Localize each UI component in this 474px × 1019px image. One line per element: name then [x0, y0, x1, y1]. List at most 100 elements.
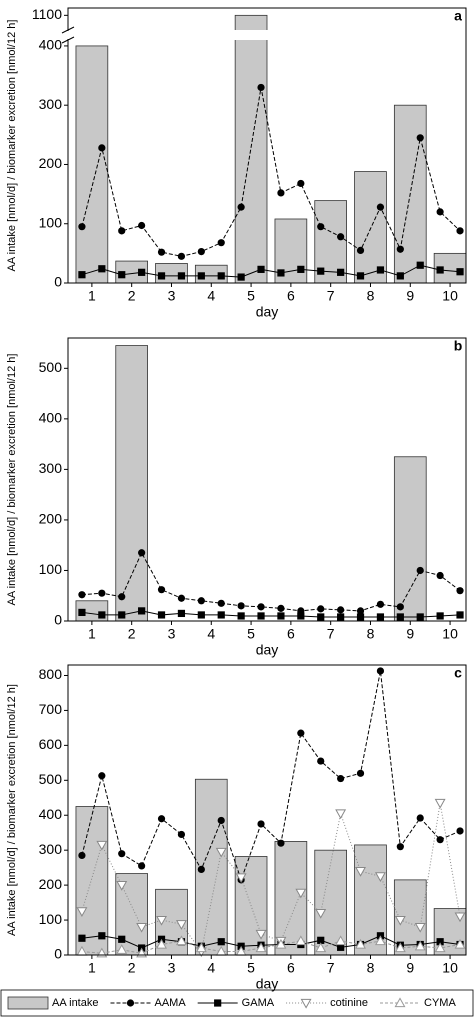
y-tick-label: 400: [39, 806, 63, 822]
x-tick-label: 7: [327, 626, 335, 642]
bar: [393, 456, 427, 622]
point: [356, 246, 365, 255]
x-tick-label: 8: [367, 626, 375, 642]
point: [416, 261, 424, 269]
point: [396, 272, 404, 280]
x-tick-label: 10: [442, 960, 458, 976]
point: [277, 839, 285, 847]
point: [436, 612, 444, 620]
point: [138, 221, 146, 230]
point: [175, 920, 187, 930]
point: [197, 247, 205, 256]
point: [217, 816, 225, 825]
y-tick-label: 300: [39, 841, 63, 857]
point: [255, 942, 267, 953]
point: [315, 942, 327, 953]
point: [177, 272, 186, 280]
bar: [115, 345, 149, 622]
point: [456, 827, 464, 835]
point: [78, 608, 86, 617]
point: [434, 942, 446, 953]
point: [297, 729, 305, 737]
x-tick-label: 4: [207, 626, 215, 642]
x-tick-label: 4: [207, 960, 215, 976]
point: [217, 599, 225, 607]
point: [355, 938, 366, 949]
point: [317, 757, 325, 765]
point: [416, 134, 424, 142]
point: [177, 252, 186, 260]
x-axis-label: day: [256, 642, 279, 658]
x-tick-label: 2: [128, 960, 136, 976]
point: [177, 609, 186, 618]
point: [257, 820, 265, 828]
point: [177, 830, 186, 839]
plot-frame: [67, 337, 467, 622]
x-tick-label: 10: [442, 626, 458, 642]
legend-swatch: [7, 996, 49, 1010]
point: [337, 774, 345, 783]
legend-label: cotinine: [330, 997, 368, 1009]
y-tick-label: 100: [39, 214, 63, 230]
bar: [75, 45, 109, 284]
y-tick-label: 0: [54, 612, 62, 628]
point: [255, 929, 267, 940]
point: [156, 938, 167, 949]
point: [98, 932, 106, 940]
legend-frame: [0, 989, 474, 1017]
series-line: [81, 670, 461, 882]
x-tick-label: 7: [327, 288, 335, 304]
x-tick-label: 6: [287, 288, 295, 304]
point: [396, 843, 404, 851]
y-tick-label: 400: [39, 37, 63, 53]
point: [197, 597, 205, 605]
x-tick-label: 4: [207, 288, 215, 304]
point: [156, 915, 167, 926]
point: [237, 203, 245, 211]
y-tick-label: 800: [39, 666, 63, 682]
x-tick-label: 8: [367, 960, 375, 976]
point: [197, 272, 205, 280]
legend-label: GAMA: [242, 997, 275, 1009]
point: [138, 549, 146, 557]
point: [317, 223, 325, 231]
y-axis-label: AA intake [nmol/d] / biomarker excretion…: [6, 20, 18, 272]
point: [436, 266, 444, 274]
point: [76, 907, 88, 917]
x-tick-label: 10: [442, 288, 458, 304]
point: [116, 944, 128, 954]
point: [157, 586, 166, 594]
point: [456, 268, 464, 276]
point: [98, 589, 106, 597]
panel-label: c: [454, 665, 462, 681]
point: [215, 847, 227, 858]
point: [96, 840, 108, 851]
y-tick-label: 0: [54, 274, 62, 290]
point: [78, 271, 86, 279]
legend-marker: [214, 999, 222, 1007]
legend-label: AAMA: [154, 997, 186, 1009]
point: [335, 935, 347, 946]
plot-frame: [67, 7, 467, 284]
point: [454, 938, 466, 949]
x-tick-label: 2: [128, 626, 136, 642]
legend-label: AA intake: [52, 997, 98, 1009]
point: [78, 934, 86, 942]
point: [337, 606, 345, 614]
point: [414, 922, 426, 933]
point: [337, 613, 345, 621]
point: [355, 867, 366, 877]
point: [434, 798, 446, 809]
series-line: [81, 87, 461, 257]
point: [396, 613, 404, 621]
point: [414, 940, 426, 951]
x-axis-label: day: [256, 976, 279, 992]
point: [394, 915, 406, 926]
point: [237, 612, 245, 620]
point: [197, 865, 205, 873]
point: [416, 613, 424, 621]
point: [118, 850, 126, 858]
point: [78, 591, 86, 599]
x-tick-label: 6: [287, 960, 295, 976]
panel-label: b: [454, 338, 463, 354]
